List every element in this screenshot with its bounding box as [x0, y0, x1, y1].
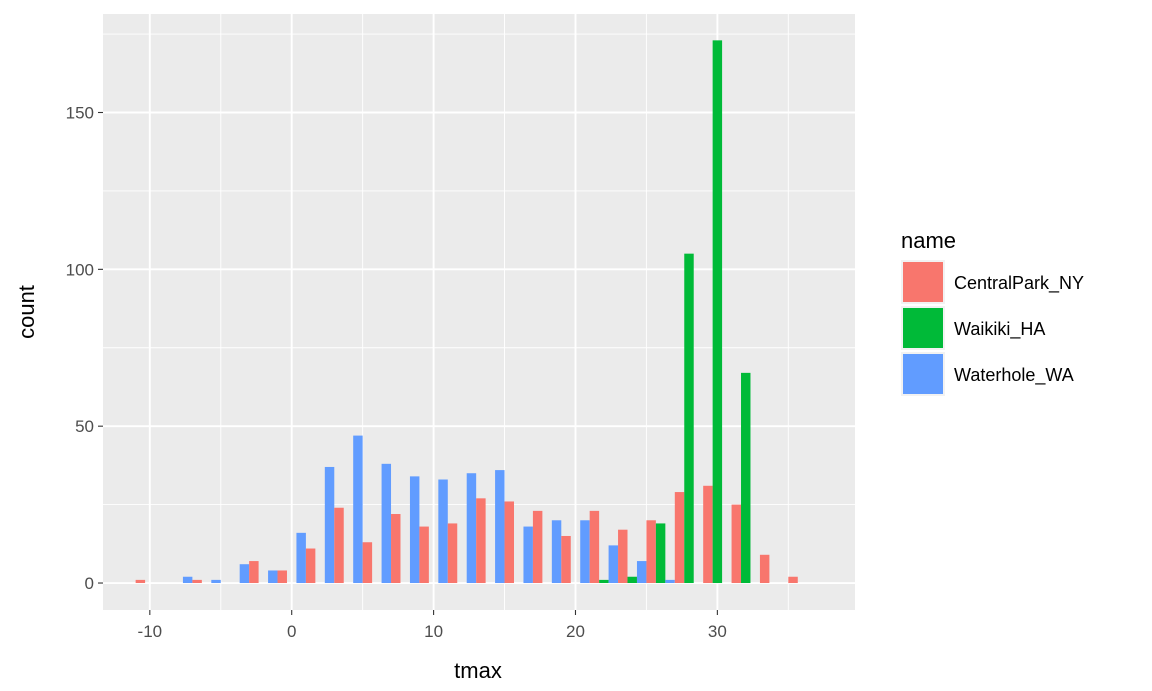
bar-CentralPark_NY-14	[476, 498, 486, 584]
legend: name CentralPark_NY Waikiki_HA Waterhole_W…	[901, 228, 1084, 396]
bar-Waterhole_WA-14	[495, 470, 505, 584]
bar-CentralPark_NY--10	[135, 579, 146, 584]
axis-ticks	[98, 111, 718, 615]
bar-CentralPark_NY-36	[788, 576, 798, 584]
bar-CentralPark_NY-12	[447, 523, 458, 584]
bar-Waterhole_WA-18	[551, 520, 562, 584]
bar-CentralPark_NY--2	[249, 561, 259, 584]
legend-swatch-CentralPark_NY	[903, 262, 943, 302]
bar-Waikiki_HA-30	[712, 40, 723, 584]
bar-Waterhole_WA-20	[580, 520, 590, 584]
bar-CentralPark_NY-18	[532, 510, 543, 584]
y-tick-label: 50	[75, 417, 94, 436]
bar-CentralPark_NY-32	[731, 504, 742, 584]
bar-Waikiki_HA-26	[655, 523, 666, 584]
bar-Waterhole_WA-0	[296, 532, 306, 584]
bar-CentralPark_NY-28	[674, 492, 685, 584]
bar-Waterhole_WA--4	[239, 564, 250, 584]
bar-Waterhole_WA-16	[523, 526, 533, 584]
bar-Waikiki_HA-24	[627, 576, 637, 584]
bar-CentralPark_NY-26	[646, 520, 656, 584]
bar-CentralPark_NY-34	[759, 554, 770, 584]
bar-Waikiki_HA-28	[684, 253, 694, 584]
legend-label-Waterhole_WA: Waterhole_WA	[954, 365, 1074, 386]
bar-Waterhole_WA--6	[211, 579, 221, 584]
x-tick-label: 0	[287, 622, 296, 641]
legend-title: name	[901, 228, 956, 253]
x-axis-title: tmax	[454, 658, 502, 683]
bar-CentralPark_NY-10	[419, 526, 429, 584]
bar-Waterhole_WA-24	[636, 561, 647, 584]
y-axis-tick-labels: 0 50 100 150	[66, 103, 94, 593]
major-gridlines	[103, 14, 855, 610]
bar-CentralPark_NY-16	[504, 501, 514, 584]
bars-layer	[135, 40, 798, 584]
bar-Waterhole_WA-12	[466, 473, 477, 584]
bar-CentralPark_NY-0	[277, 570, 287, 584]
bar-Waterhole_WA-8	[409, 476, 420, 584]
bar-Waterhole_WA-6	[381, 463, 392, 584]
legend-swatch-Waikiki_HA	[903, 308, 943, 348]
bar-CentralPark_NY-6	[362, 542, 373, 584]
bar-Waterhole_WA--2	[268, 570, 278, 584]
bar-CentralPark_NY-24	[618, 529, 628, 584]
y-tick-label: 150	[66, 103, 94, 122]
bar-Waterhole_WA-22	[608, 545, 619, 584]
bar-Waterhole_WA--8	[182, 576, 193, 584]
bar-CentralPark_NY-20	[561, 535, 571, 584]
y-tick-label: 100	[66, 260, 94, 279]
legend-label-Waikiki_HA: Waikiki_HA	[954, 319, 1045, 340]
x-axis-tick-labels: -10 0 10 20 30	[138, 622, 727, 641]
legend-items: CentralPark_NY Waikiki_HA Waterhole_WA	[901, 260, 1084, 396]
bar-Waterhole_WA-2	[324, 466, 335, 584]
bar-Waterhole_WA-26	[665, 579, 675, 584]
legend-swatch-Waterhole_WA	[903, 354, 943, 394]
bar-CentralPark_NY-30	[703, 485, 713, 584]
bar-CentralPark_NY--6	[192, 579, 202, 584]
bar-CentralPark_NY-22	[589, 510, 600, 584]
bar-CentralPark_NY-2	[305, 548, 316, 584]
bar-Waikiki_HA-22	[599, 579, 609, 584]
x-tick-label: 30	[708, 622, 727, 641]
bar-Waterhole_WA-10	[438, 479, 448, 584]
y-axis-title: count	[14, 285, 39, 339]
x-tick-label: -10	[138, 622, 163, 641]
y-tick-label: 0	[85, 574, 94, 593]
bar-CentralPark_NY-4	[334, 507, 344, 584]
bar-CentralPark_NY-8	[391, 514, 401, 584]
x-tick-label: 20	[566, 622, 585, 641]
bar-Waterhole_WA-4	[353, 435, 363, 584]
legend-label-CentralPark_NY: CentralPark_NY	[954, 273, 1084, 294]
x-tick-label: 10	[424, 622, 443, 641]
bar-Waikiki_HA-32	[741, 372, 751, 584]
